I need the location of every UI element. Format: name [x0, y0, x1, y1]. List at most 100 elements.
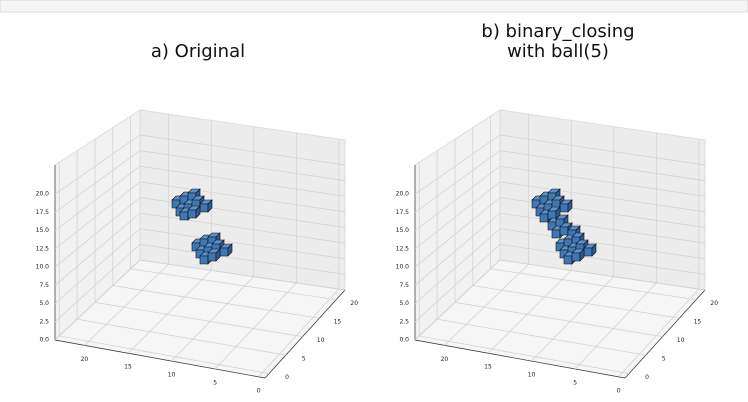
voxel-face: [219, 247, 229, 257]
grid-line: [54, 259, 346, 341]
x-tick-label: 20: [81, 356, 89, 363]
z-tick-label: 7.5: [399, 282, 409, 289]
grid-line: [418, 162, 630, 374]
chart-title: b) binary_closing: [481, 21, 634, 42]
z-tick-label: 2.5: [399, 318, 409, 325]
y-tick-label: 5: [662, 356, 666, 363]
grid-line: [214, 282, 297, 370]
x-tick-label: 5: [213, 379, 217, 386]
grid-line: [84, 263, 169, 346]
y-tick-label: 5: [302, 356, 306, 363]
voxel-face: [207, 252, 217, 262]
grid-line: [618, 288, 700, 378]
z-tick-label: 2.5: [39, 318, 49, 325]
grid-line: [171, 276, 255, 362]
voxel-face: [215, 248, 221, 262]
x-tick-label: 10: [168, 372, 176, 379]
chart-title: a) Original: [151, 41, 245, 62]
y-tick-label: 15: [694, 319, 702, 326]
grid-line: [414, 244, 706, 323]
back-pane: [499, 109, 706, 291]
voxel-face: [195, 205, 201, 219]
z-tick-label: 15.0: [396, 227, 410, 234]
z-tick-label: 5.0: [39, 300, 49, 307]
chart-title: with ball(5): [507, 41, 609, 62]
grid-line: [574, 282, 657, 370]
z-tick-label: 20.0: [36, 191, 50, 198]
grid-line: [487, 270, 572, 354]
grid-line: [444, 263, 529, 346]
voxel-face: [559, 226, 569, 236]
z-tick-label: 15.0: [36, 227, 50, 234]
voxel-face: [571, 252, 581, 262]
grid-line: [54, 212, 346, 286]
grid-line: [94, 139, 303, 337]
voxel-face: [583, 247, 593, 257]
grid-line: [414, 181, 706, 250]
grid-line: [414, 259, 706, 341]
grid-line: [54, 134, 346, 195]
y-axis-line: [264, 289, 346, 379]
voxel-face: [559, 203, 569, 213]
z-tick-label: 12.5: [36, 245, 50, 252]
y-tick-label: 15: [334, 319, 342, 326]
grid-line: [414, 212, 706, 286]
code-cell-edge: [0, 0, 748, 13]
grid-line: [258, 288, 340, 378]
z-tick-label: 17.5: [36, 209, 50, 216]
voxel-plot: a) Original 0.0 2.5 5.0 7.5 10.0 12.5 15.0 17.5 2…: [36, 41, 359, 394]
grid-line: [54, 165, 346, 231]
grid-line: [127, 270, 212, 354]
z-tick-label: 12.5: [396, 245, 410, 252]
grid-line: [130, 116, 337, 301]
x-axis-line: [414, 339, 626, 379]
grid-line: [472, 127, 680, 319]
voxel-face: [199, 255, 209, 265]
grid-line: [54, 244, 346, 323]
x-tick-label: 10: [528, 372, 536, 379]
voxel-face: [207, 199, 213, 213]
voxel-face: [579, 248, 585, 262]
grid-line: [54, 181, 346, 250]
voxel-face: [591, 243, 597, 257]
y-tick-label: 20: [350, 300, 358, 307]
grid-line: [58, 162, 270, 374]
grid-line: [414, 165, 706, 231]
z-tick-label: 5.0: [399, 300, 409, 307]
x-tick-label: 5: [573, 379, 577, 386]
voxel-face: [227, 243, 233, 257]
voxel-face: [567, 199, 573, 213]
y-tick-label: 0: [645, 374, 649, 381]
grid-line: [54, 150, 346, 213]
x-tick-label: 20: [441, 356, 449, 363]
grid-line: [414, 228, 706, 304]
y-tick-label: 10: [317, 337, 325, 344]
grid-line: [414, 134, 706, 195]
voxel-face: [199, 203, 209, 213]
grid-line: [531, 276, 615, 362]
z-tick-label: 10.0: [396, 264, 410, 271]
z-tick-label: 0.0: [39, 337, 49, 344]
grid-line: [414, 197, 706, 268]
grid-line: [490, 116, 697, 301]
y-axis-line: [624, 289, 706, 379]
x-tick-label: 15: [484, 364, 492, 371]
z-tick-label: 0.0: [399, 337, 409, 344]
voxel-face: [551, 229, 561, 239]
z-tick-label: 10.0: [36, 264, 50, 271]
grid-line: [454, 139, 663, 337]
y-tick-label: 0: [285, 374, 289, 381]
voxel-face: [187, 209, 197, 219]
grid-line: [54, 197, 346, 268]
x-axis-line: [54, 339, 266, 379]
grid-line: [112, 127, 320, 319]
y-tick-label: 20: [710, 300, 718, 307]
back-pane: [139, 109, 346, 291]
voxel-face: [179, 211, 189, 221]
z-tick-label: 20.0: [396, 191, 410, 198]
grid-line: [54, 228, 346, 304]
y-tick-label: 10: [677, 337, 685, 344]
voxel-face: [539, 213, 549, 223]
